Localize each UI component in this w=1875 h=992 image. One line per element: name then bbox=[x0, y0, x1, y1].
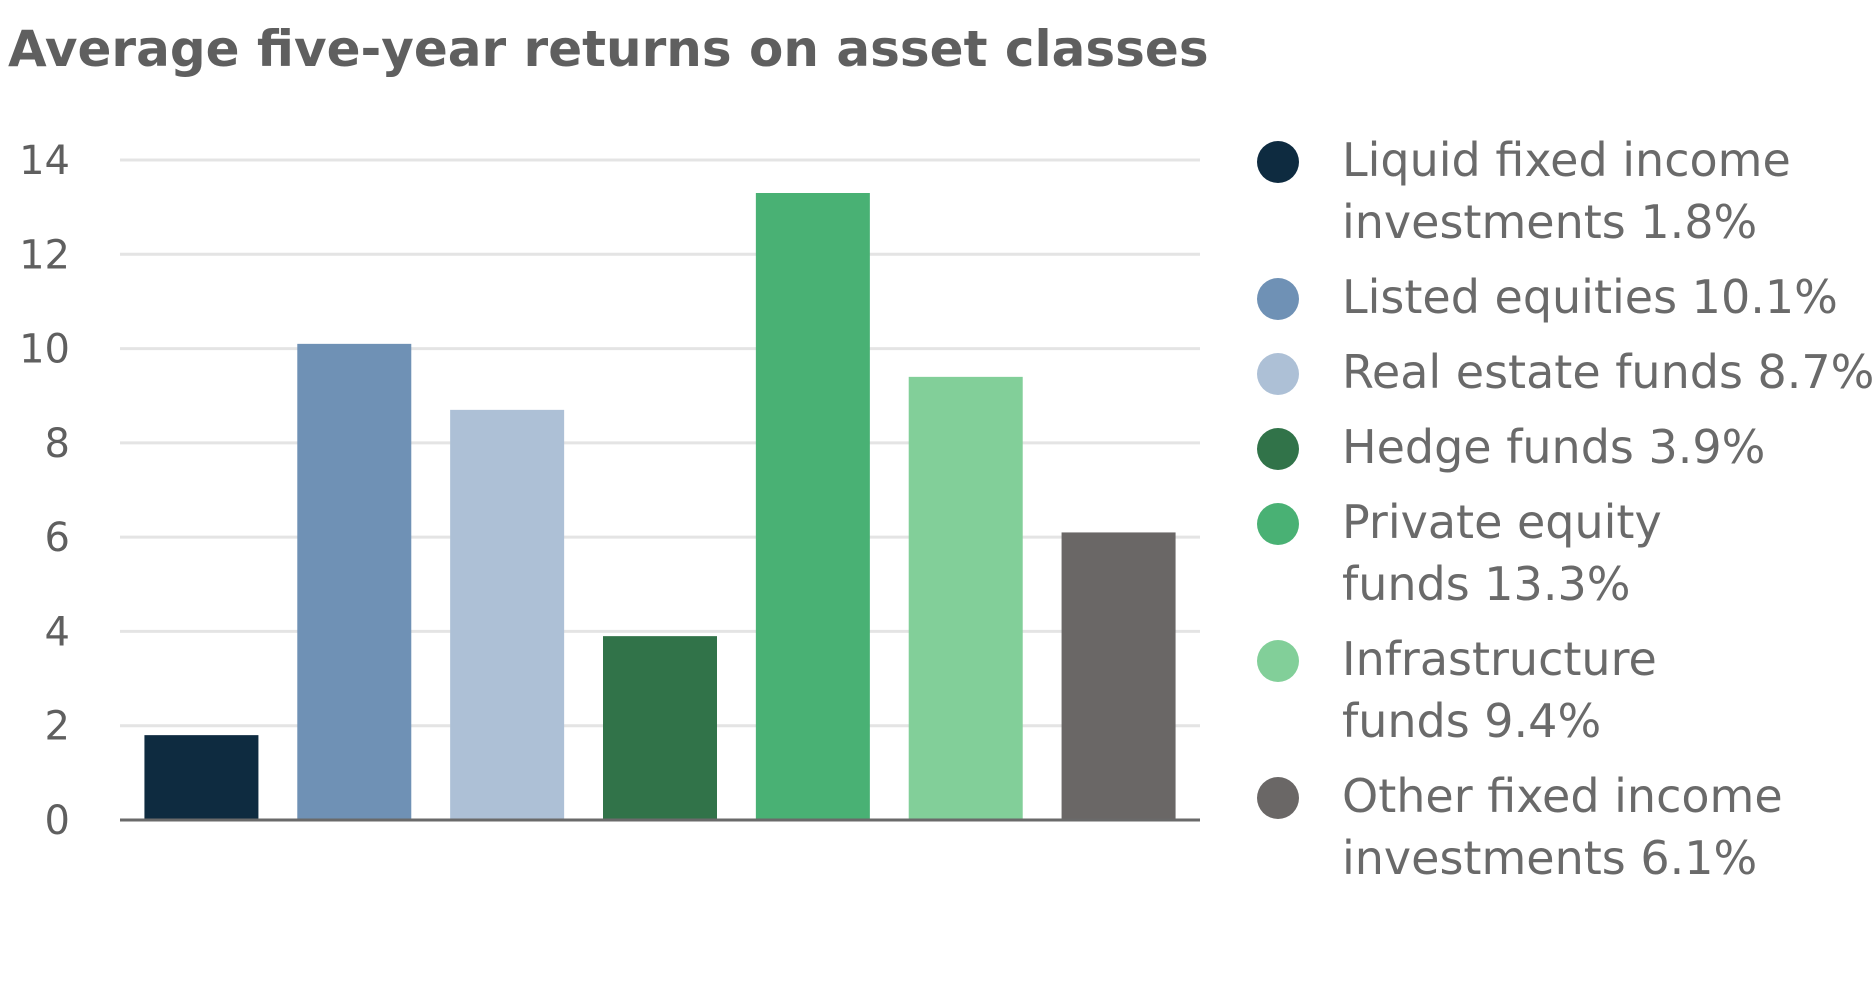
legend-item: Liquid fixed income investments 1.8% bbox=[1257, 133, 1791, 249]
legend-item: Real estate funds 8.7% bbox=[1257, 345, 1874, 399]
legend-item: Listed equities 10.1% bbox=[1257, 270, 1838, 324]
y-axis-ticks: 0 2 4 6 8 10 12 14 bbox=[19, 138, 70, 844]
chart-title: Average five-year returns on asset class… bbox=[8, 20, 1209, 78]
legend-marker-icon bbox=[1257, 777, 1299, 819]
bar bbox=[603, 636, 717, 820]
bar bbox=[755, 193, 870, 820]
y-tick-label: 12 bbox=[19, 232, 70, 278]
bars bbox=[144, 193, 1176, 820]
legend-marker-icon bbox=[1257, 640, 1299, 682]
legend-item: Infrastructure funds 9.4% bbox=[1257, 632, 1657, 748]
legend-label: investments 6.1% bbox=[1342, 831, 1757, 885]
legend-marker-icon bbox=[1257, 503, 1299, 545]
legend-item: Private equity funds 13.3% bbox=[1257, 495, 1662, 611]
y-tick-label: 10 bbox=[19, 327, 70, 373]
legend-item: Other fixed income investments 6.1% bbox=[1257, 769, 1783, 885]
y-tick-label: 0 bbox=[45, 798, 70, 844]
legend-label: Infrastructure bbox=[1342, 632, 1657, 686]
y-tick-label: 4 bbox=[45, 609, 70, 655]
y-tick-label: 6 bbox=[45, 515, 70, 561]
bar bbox=[450, 409, 565, 820]
legend-label: Private equity bbox=[1342, 495, 1662, 549]
bar bbox=[144, 735, 259, 820]
legend-label: Real estate funds 8.7% bbox=[1342, 345, 1874, 399]
legend-marker-icon bbox=[1257, 353, 1299, 395]
legend-label: Hedge funds 3.9% bbox=[1342, 420, 1765, 474]
legend-label: funds 13.3% bbox=[1342, 557, 1630, 611]
y-tick-label: 14 bbox=[19, 138, 70, 184]
y-tick-label: 2 bbox=[45, 704, 70, 750]
bar bbox=[1061, 532, 1176, 820]
legend-marker-icon bbox=[1257, 428, 1299, 470]
bar bbox=[908, 376, 1023, 820]
legend: Liquid fixed income investments 1.8% Liste… bbox=[1257, 133, 1874, 885]
legend-label: investments 1.8% bbox=[1342, 195, 1757, 249]
legend-marker-icon bbox=[1257, 141, 1299, 183]
legend-label: funds 9.4% bbox=[1342, 694, 1601, 748]
legend-label: Liquid fixed income bbox=[1342, 133, 1791, 187]
legend-item: Hedge funds 3.9% bbox=[1257, 420, 1765, 474]
legend-marker-icon bbox=[1257, 278, 1299, 320]
legend-label: Other fixed income bbox=[1342, 769, 1783, 823]
legend-label: Listed equities 10.1% bbox=[1342, 270, 1838, 324]
bar bbox=[297, 343, 412, 820]
y-tick-label: 8 bbox=[45, 421, 70, 467]
